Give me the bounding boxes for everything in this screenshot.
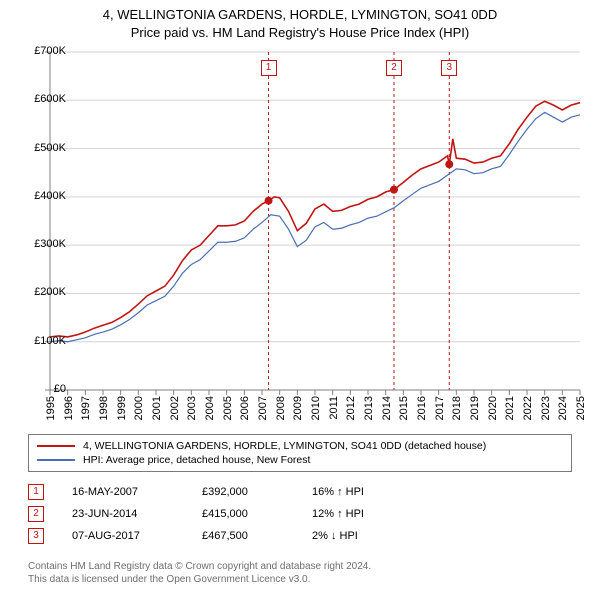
title-subtitle: Price paid vs. HM Land Registry's House … (0, 24, 600, 42)
transactions-table: 1 16-MAY-2007 £392,000 16% ↑ HPI 2 23-JU… (28, 478, 572, 550)
x-tick-label: 1998 (98, 396, 110, 420)
title-block: 4, WELLINGTONIA GARDENS, HORDLE, LYMINGT… (0, 0, 600, 42)
event-marker-box: 1 (261, 60, 277, 76)
x-tick-label: 2010 (310, 396, 322, 420)
x-tick-label: 2009 (292, 396, 304, 420)
y-tick-label: £600K (6, 93, 66, 105)
tx-delta: 12% ↑ HPI (312, 508, 432, 520)
y-tick-label: £0 (6, 383, 66, 395)
x-tick-label: 2014 (381, 396, 393, 420)
x-tick-label: 2001 (151, 396, 163, 420)
tx-marker-3: 3 (28, 528, 44, 544)
x-tick-label: 2008 (275, 396, 287, 420)
x-tick-label: 2016 (416, 396, 428, 420)
x-tick-label: 2005 (222, 396, 234, 420)
x-tick-label: 2006 (239, 396, 251, 420)
x-tick-label: 2000 (133, 396, 145, 420)
x-tick-label: 2012 (345, 396, 357, 420)
tx-date: 16-MAY-2007 (72, 486, 202, 498)
x-tick-label: 2015 (398, 396, 410, 420)
legend-label-hpi: HPI: Average price, detached house, New … (83, 454, 310, 466)
x-tick-label: 2023 (540, 396, 552, 420)
tx-date: 07-AUG-2017 (72, 530, 202, 542)
tx-price: £392,000 (202, 486, 312, 498)
x-tick-label: 1996 (63, 396, 75, 420)
tx-marker-1: 1 (28, 484, 44, 500)
legend-swatch-hpi (37, 459, 75, 461)
x-tick-label: 2018 (451, 396, 463, 420)
tx-delta: 16% ↑ HPI (312, 486, 432, 498)
footnote: Contains HM Land Registry data © Crown c… (28, 560, 371, 586)
x-tick-label: 2002 (169, 396, 181, 420)
tx-date: 23-JUN-2014 (72, 508, 202, 520)
y-tick-label: £300K (6, 238, 66, 250)
x-tick-label: 2019 (469, 396, 481, 420)
chart-plot-area (50, 52, 580, 390)
x-tick-label: 1999 (116, 396, 128, 420)
x-tick-label: 2022 (522, 396, 534, 420)
transaction-row: 2 23-JUN-2014 £415,000 12% ↑ HPI (28, 506, 572, 522)
x-tick-label: 2004 (204, 396, 216, 420)
x-tick-label: 2007 (257, 396, 269, 420)
x-tick-label: 2021 (504, 396, 516, 420)
y-tick-label: £500K (6, 142, 66, 154)
y-tick-label: £200K (6, 286, 66, 298)
legend-label-property: 4, WELLINGTONIA GARDENS, HORDLE, LYMINGT… (83, 440, 486, 452)
tx-price: £415,000 (202, 508, 312, 520)
event-marker-box: 3 (441, 60, 457, 76)
x-tick-label: 2003 (186, 396, 198, 420)
footnote-line2: This data is licensed under the Open Gov… (28, 574, 310, 585)
y-tick-label: £100K (6, 335, 66, 347)
tx-delta: 2% ↓ HPI (312, 530, 432, 542)
legend-box: 4, WELLINGTONIA GARDENS, HORDLE, LYMINGT… (28, 434, 572, 472)
tx-marker-2: 2 (28, 506, 44, 522)
y-tick-label: £700K (6, 45, 66, 57)
x-tick-label: 2011 (328, 396, 340, 420)
legend-row-hpi: HPI: Average price, detached house, New … (37, 453, 563, 467)
x-tick-label: 2013 (363, 396, 375, 420)
transaction-row: 3 07-AUG-2017 £467,500 2% ↓ HPI (28, 528, 572, 544)
y-tick-label: £400K (6, 190, 66, 202)
x-tick-label: 2017 (434, 396, 446, 420)
x-tick-label: 2020 (487, 396, 499, 420)
title-address: 4, WELLINGTONIA GARDENS, HORDLE, LYMINGT… (0, 6, 600, 24)
legend-swatch-property (37, 445, 75, 447)
x-tick-label: 2025 (575, 396, 587, 420)
event-marker-box: 2 (386, 60, 402, 76)
x-tick-label: 2024 (557, 396, 569, 420)
x-tick-label: 1995 (45, 396, 57, 420)
x-tick-label: 1997 (80, 396, 92, 420)
tx-price: £467,500 (202, 530, 312, 542)
transaction-row: 1 16-MAY-2007 £392,000 16% ↑ HPI (28, 484, 572, 500)
chart-container: 4, WELLINGTONIA GARDENS, HORDLE, LYMINGT… (0, 0, 600, 590)
chart-svg (50, 52, 580, 390)
footnote-line1: Contains HM Land Registry data © Crown c… (28, 561, 371, 572)
legend-row-property: 4, WELLINGTONIA GARDENS, HORDLE, LYMINGT… (37, 439, 563, 453)
